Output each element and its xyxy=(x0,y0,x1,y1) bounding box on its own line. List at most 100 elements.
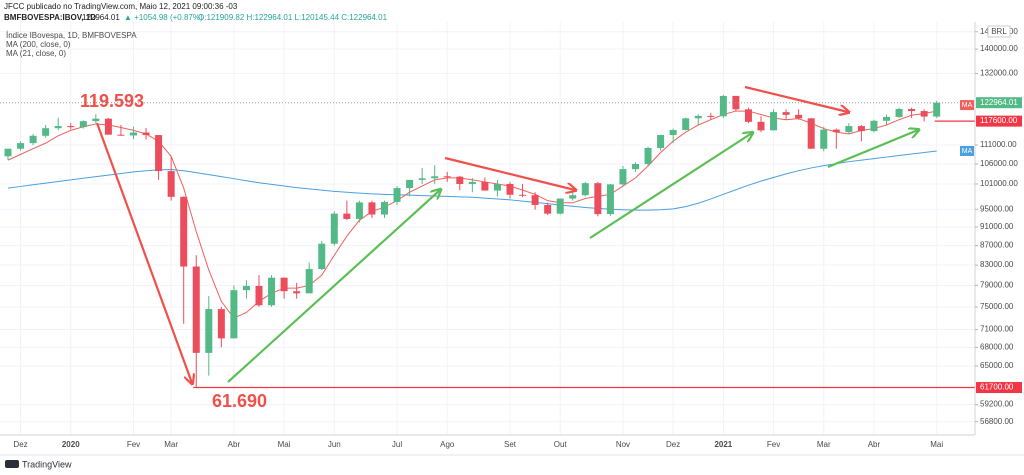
candle-body xyxy=(343,213,351,219)
candle-body xyxy=(268,277,276,306)
candle-body xyxy=(42,128,50,136)
candle-body xyxy=(230,290,238,339)
candle-body xyxy=(544,204,552,214)
candle-body xyxy=(895,109,903,117)
candle-body xyxy=(330,213,338,244)
candle-body xyxy=(67,126,75,128)
candle-body xyxy=(142,132,150,136)
candle-body xyxy=(682,118,690,131)
candle-body xyxy=(870,120,878,132)
y-tick-label: 101000.00 xyxy=(980,179,1018,188)
candle-body xyxy=(4,148,12,157)
ma-tag-label: MA xyxy=(962,148,973,155)
change: ▲ +1054.98 (+0.87%) xyxy=(124,13,203,22)
legend-symbol: Índice IBovespa, 1D, BMFBOVESPA xyxy=(6,31,137,40)
candle-body xyxy=(180,196,188,267)
arrow xyxy=(444,156,575,190)
candle-body xyxy=(908,109,916,112)
y-tick-label: 79000.00 xyxy=(980,281,1014,290)
candle-body xyxy=(155,135,163,172)
candle-body xyxy=(857,126,865,132)
x-tick-label: 2021 xyxy=(714,440,732,449)
price-tag-label: 61700.00 xyxy=(980,383,1014,392)
candle-body xyxy=(556,198,564,214)
y-tick-label: 68000.00 xyxy=(980,342,1014,351)
y-tick-label: 83000.00 xyxy=(980,260,1014,269)
ma-tag xyxy=(960,100,974,111)
candle-body xyxy=(29,135,37,144)
y-tick-label: 132000.00 xyxy=(980,69,1018,78)
legend: MA (200, close, 0)MA (21, close, 0) xyxy=(6,40,71,58)
candle-body xyxy=(355,202,363,219)
brand: TradingView xyxy=(22,459,72,469)
legend-entry: MA (200, close, 0) xyxy=(6,40,71,49)
candle-body xyxy=(581,183,589,196)
currency-box xyxy=(987,25,1011,38)
price-tag-label: 117600.00 xyxy=(980,116,1018,125)
x-tick-label: Set xyxy=(504,440,517,449)
annotation: 61.690 xyxy=(212,391,267,411)
y-tick-label: 71000.00 xyxy=(980,325,1014,334)
candle-body xyxy=(280,277,288,292)
x-tick-label: Mar xyxy=(817,440,831,449)
y-tick-label: 59200.00 xyxy=(980,400,1014,409)
price-tag xyxy=(976,115,1022,127)
candle-body xyxy=(368,202,376,215)
candle-body xyxy=(443,176,451,178)
y-tick-label: 111000.00 xyxy=(980,140,1017,149)
candle-body xyxy=(632,164,639,170)
candle-body xyxy=(393,188,401,202)
candle-body xyxy=(255,285,263,306)
candle-body xyxy=(920,111,928,117)
ma-line xyxy=(7,150,937,211)
currency: BRL xyxy=(991,27,1007,36)
symbol: BMFBOVESPA:IBOV, 1D xyxy=(4,13,96,22)
candle-body xyxy=(192,266,200,353)
header-title: JFCC publicado no TradingView.com, Maio … xyxy=(4,2,238,11)
candle-body xyxy=(167,171,175,197)
candle-body xyxy=(657,135,665,148)
x-tick-label: Jul xyxy=(392,440,402,449)
candle-body xyxy=(531,195,539,205)
candle-body xyxy=(117,134,125,136)
x-tick-label: Nov xyxy=(616,440,630,449)
legend-entry: MA (21, close, 0) xyxy=(6,49,66,58)
x-tick-label: Mai xyxy=(278,440,291,449)
x-tick-label: Ago xyxy=(440,440,455,449)
arrow xyxy=(227,190,440,383)
candle-body xyxy=(54,126,62,129)
ma-tag xyxy=(960,145,974,156)
candle-body xyxy=(594,183,602,215)
candle-body xyxy=(318,243,326,270)
candle-body xyxy=(883,116,890,121)
brand-logo xyxy=(5,460,19,468)
candle-body xyxy=(820,129,828,149)
candle-body xyxy=(493,183,501,191)
candle-body xyxy=(832,129,840,133)
candle-body xyxy=(807,118,815,149)
x-tick-label: Dez xyxy=(666,440,680,449)
x-tick-label: Dez xyxy=(13,440,27,449)
candle-body xyxy=(406,179,414,189)
x-tick-label: Fev xyxy=(767,440,780,449)
candle-body xyxy=(506,183,514,195)
candle-body xyxy=(104,118,112,135)
candle-body xyxy=(795,114,803,119)
candle-body xyxy=(418,178,426,180)
candle-body xyxy=(293,291,301,294)
y-tick-label: 65000.00 xyxy=(980,361,1014,370)
candle-body xyxy=(669,130,677,136)
candle-body xyxy=(757,121,765,131)
arrow xyxy=(827,130,918,169)
candle-body xyxy=(782,112,790,115)
candle-body xyxy=(744,109,752,122)
candle-body xyxy=(606,184,614,215)
candle-body xyxy=(719,95,727,117)
candle-body xyxy=(17,143,25,149)
candle-body xyxy=(456,176,464,184)
y-tick-label: 75000.00 xyxy=(980,302,1014,311)
arrow xyxy=(589,133,752,239)
x-tick-label: Mai xyxy=(930,440,943,449)
y-tick-label: 87000.00 xyxy=(980,241,1014,250)
